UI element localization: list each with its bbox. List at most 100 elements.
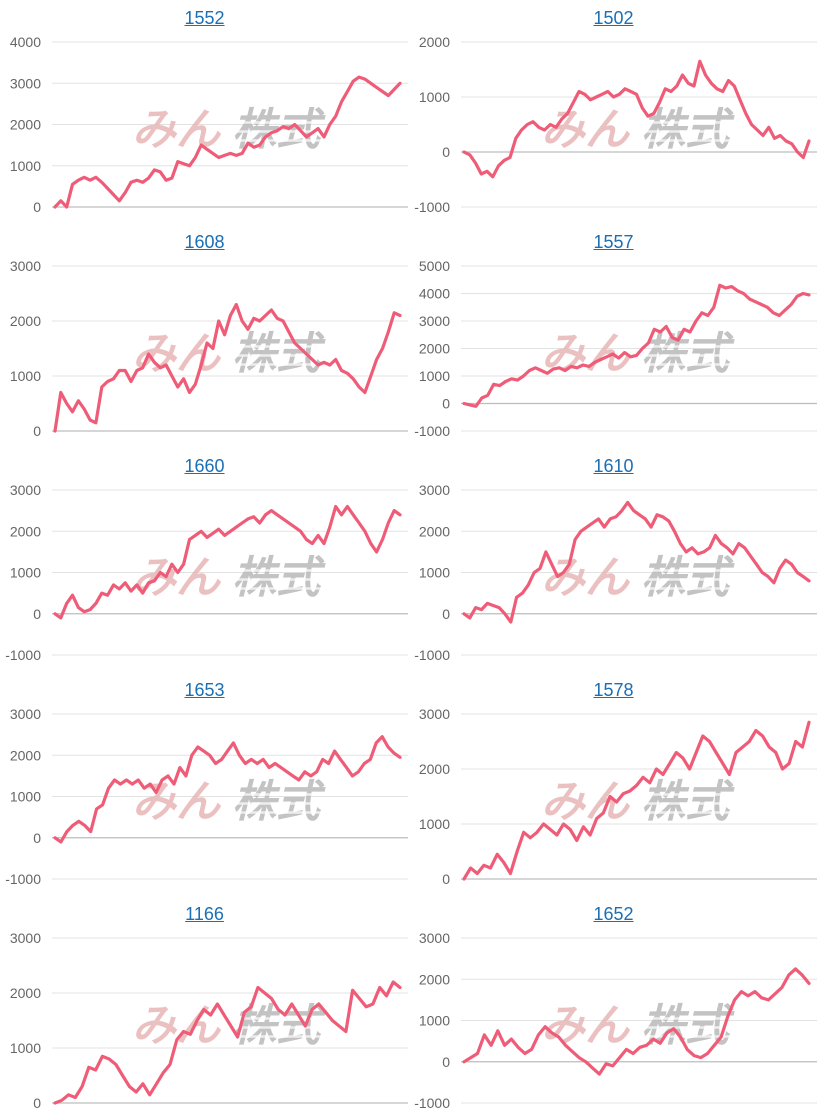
y-tick-label: 1000 bbox=[419, 565, 450, 581]
chart-title-link[interactable]: 1653 bbox=[184, 680, 225, 700]
y-tick-label: 0 bbox=[442, 1054, 450, 1070]
y-tick-label: 1000 bbox=[10, 565, 41, 581]
y-tick-label: 4000 bbox=[10, 34, 41, 50]
chart-panel: 1660 -1000 0 1000 2000 3000 みん 株式 bbox=[0, 448, 409, 672]
chart-title-link[interactable]: 1502 bbox=[593, 8, 634, 28]
watermark-left-text: みん bbox=[132, 777, 222, 828]
watermark-logo: みん 株式 bbox=[541, 553, 739, 604]
series-line bbox=[53, 504, 402, 620]
watermark-right-text: 株式 bbox=[232, 777, 326, 828]
y-tick-label: 2000 bbox=[10, 747, 41, 763]
line-chart: 0 1000 2000 3000 みん 株式 bbox=[10, 258, 408, 439]
y-tick-label: 1000 bbox=[419, 89, 450, 105]
watermark-left-text: みん bbox=[541, 553, 631, 604]
watermark-right-text: 株式 bbox=[232, 553, 326, 604]
series-line bbox=[53, 980, 402, 1105]
watermark-logo: みん 株式 bbox=[541, 1001, 739, 1052]
series-line bbox=[53, 75, 402, 209]
chart-panel: 1578 0 1000 2000 3000 みん 株式 bbox=[409, 672, 818, 896]
y-tick-label: -1000 bbox=[414, 647, 450, 663]
y-tick-label: 2000 bbox=[419, 761, 450, 777]
watermark-left-text: みん bbox=[132, 553, 222, 604]
watermark-logo: みん 株式 bbox=[541, 105, 739, 156]
y-tick-label: 3000 bbox=[10, 706, 41, 722]
watermark-logo: みん 株式 bbox=[132, 553, 330, 604]
y-tick-label: 1000 bbox=[10, 1040, 41, 1056]
y-tick-label: 2000 bbox=[10, 523, 41, 539]
watermark-left-text: みん bbox=[132, 329, 222, 380]
series-line bbox=[53, 735, 402, 844]
y-tick-label: 1000 bbox=[10, 158, 41, 174]
y-tick-label: 2000 bbox=[10, 985, 41, 1001]
y-tick-label: 3000 bbox=[419, 930, 450, 946]
series-line bbox=[462, 500, 811, 624]
y-tick-label: 1000 bbox=[10, 368, 41, 384]
chart-panel: 1502 -1000 0 1000 2000 みん 株式 bbox=[409, 0, 818, 224]
watermark-left-text: みん bbox=[541, 105, 631, 156]
y-tick-label: 1000 bbox=[419, 368, 450, 384]
y-tick-label: -1000 bbox=[414, 423, 450, 439]
watermark-left-text: みん bbox=[132, 105, 222, 156]
y-tick-label: 2000 bbox=[419, 523, 450, 539]
line-chart: -1000 0 1000 2000 3000 4000 5000 みん 株式 bbox=[414, 258, 817, 439]
y-tick-label: 3000 bbox=[10, 75, 41, 91]
chart-title-link[interactable]: 1660 bbox=[184, 456, 225, 476]
chart-title-link[interactable]: 1557 bbox=[593, 232, 634, 252]
watermark-right-text: 株式 bbox=[641, 1001, 735, 1052]
y-tick-label: 3000 bbox=[10, 930, 41, 946]
y-tick-label: -1000 bbox=[414, 199, 450, 215]
line-chart: -1000 0 1000 2000 3000 みん 株式 bbox=[414, 930, 817, 1111]
chart-title-link[interactable]: 1552 bbox=[184, 8, 225, 28]
watermark-logo: みん 株式 bbox=[132, 777, 330, 828]
chart-panel: 1557 -1000 0 1000 2000 3000 4000 5000 みん 株式 bbox=[409, 224, 818, 448]
chart-title-link[interactable]: 1652 bbox=[593, 904, 634, 924]
watermark-logo: みん 株式 bbox=[132, 1001, 330, 1052]
chart-panel: 1608 0 1000 2000 3000 みん 株式 bbox=[0, 224, 409, 448]
watermark-left-text: みん bbox=[541, 1001, 631, 1052]
chart-panel: 1552 0 1000 2000 3000 4000 みん 株式 bbox=[0, 0, 409, 224]
line-chart: -1000 0 1000 2000 3000 みん 株式 bbox=[5, 706, 408, 887]
y-tick-label: -1000 bbox=[5, 871, 41, 887]
watermark-right-text: 株式 bbox=[641, 105, 735, 156]
y-tick-label: 2000 bbox=[10, 117, 41, 133]
y-tick-label: 3000 bbox=[10, 258, 41, 274]
watermark-right-text: 株式 bbox=[232, 329, 326, 380]
y-tick-label: 2000 bbox=[419, 971, 450, 987]
chart-title-link[interactable]: 1578 bbox=[593, 680, 634, 700]
y-tick-label: 4000 bbox=[419, 286, 450, 302]
line-chart: 0 1000 2000 3000 みん 株式 bbox=[10, 930, 408, 1111]
chart-panel: 1653 -1000 0 1000 2000 3000 みん 株式 bbox=[0, 672, 409, 896]
y-tick-label: 1000 bbox=[419, 1013, 450, 1029]
y-tick-label: 0 bbox=[442, 396, 450, 412]
y-tick-label: 0 bbox=[442, 871, 450, 887]
watermark-logo: みん 株式 bbox=[541, 777, 739, 828]
watermark-right-text: 株式 bbox=[641, 329, 735, 380]
y-tick-label: 3000 bbox=[419, 313, 450, 329]
chart-panel: 1610 -1000 0 1000 2000 3000 みん 株式 bbox=[409, 448, 818, 672]
watermark-right-text: 株式 bbox=[641, 553, 735, 604]
y-tick-label: 2000 bbox=[10, 313, 41, 329]
chart-title-link[interactable]: 1166 bbox=[185, 904, 224, 924]
chart-title-link[interactable]: 1610 bbox=[593, 456, 634, 476]
line-chart: -1000 0 1000 2000 3000 みん 株式 bbox=[5, 482, 408, 663]
chart-panel: 1166 0 1000 2000 3000 みん 株式 bbox=[0, 896, 409, 1120]
watermark-left-text: みん bbox=[541, 329, 631, 380]
series-line bbox=[462, 59, 811, 179]
y-tick-label: 0 bbox=[442, 144, 450, 160]
y-tick-label: 2000 bbox=[419, 34, 450, 50]
y-tick-label: 0 bbox=[33, 830, 41, 846]
y-tick-label: 3000 bbox=[10, 482, 41, 498]
line-chart: -1000 0 1000 2000 みん 株式 bbox=[414, 34, 817, 215]
y-tick-label: 0 bbox=[33, 199, 41, 215]
y-tick-label: -1000 bbox=[414, 1095, 450, 1111]
watermark-logo: みん 株式 bbox=[132, 329, 330, 380]
y-tick-label: 1000 bbox=[419, 816, 450, 832]
line-chart: 0 1000 2000 3000 みん 株式 bbox=[419, 706, 817, 887]
y-tick-label: 1000 bbox=[10, 789, 41, 805]
chart-title-link[interactable]: 1608 bbox=[184, 232, 225, 252]
y-tick-label: 0 bbox=[33, 423, 41, 439]
y-tick-label: 2000 bbox=[419, 341, 450, 357]
y-tick-label: 3000 bbox=[419, 482, 450, 498]
series-line bbox=[462, 720, 811, 881]
